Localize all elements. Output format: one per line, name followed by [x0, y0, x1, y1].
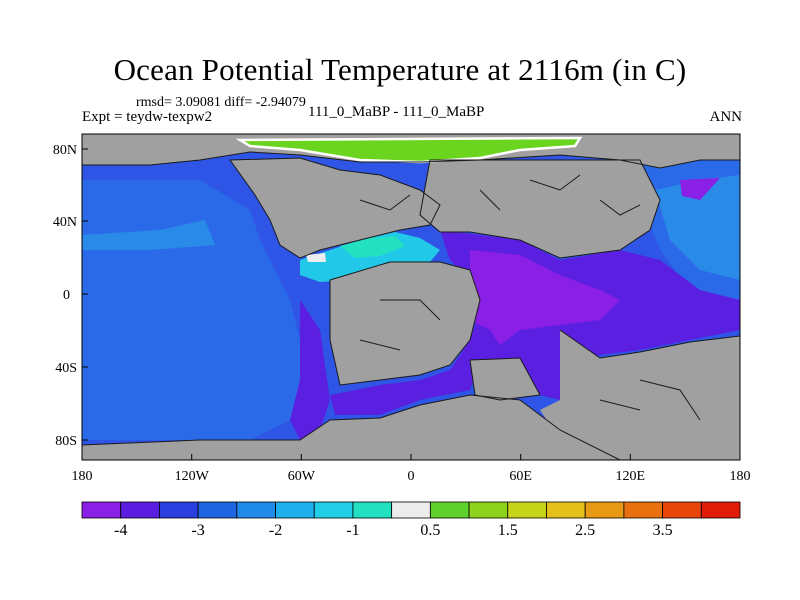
coastlines: [82, 151, 740, 460]
land-south-west-island: [470, 358, 540, 400]
colorbar-label: 3.5: [653, 522, 673, 539]
ocean-east-cyan: [655, 175, 740, 280]
colorbar-label: -2: [269, 522, 282, 539]
lat-label: 40S: [55, 361, 77, 376]
lon-label: 0: [408, 469, 415, 484]
land-south-central: [330, 262, 480, 385]
case-label: 111_0_MaBP - 111_0_MaBP: [308, 104, 485, 120]
map-area: [82, 134, 740, 460]
lat-label: 40N: [53, 215, 77, 230]
colorbar-swatch: [159, 501, 199, 519]
colorbar-swatch: [391, 501, 431, 519]
ocean-purple-west: [290, 300, 330, 440]
stats-line: rmsd= 3.09081 diff= -2.94079: [136, 95, 306, 110]
lat-label: 0: [63, 288, 70, 303]
colorbar-label: -4: [114, 522, 127, 539]
colorbar-swatch: [623, 501, 663, 519]
lat-label: 80N: [53, 143, 77, 158]
colorbar-swatch: [236, 501, 276, 519]
lat-label: 80S: [55, 434, 77, 449]
ocean-cyan-region: [300, 232, 440, 282]
lon-label: 120W: [175, 469, 210, 484]
colorbar-label: -3: [191, 522, 204, 539]
ocean-violet-region: [470, 250, 620, 345]
page-title: Ocean Potential Temperature at 2116m (in…: [113, 52, 687, 87]
colorbar-swatch: [662, 501, 702, 519]
lon-label: 60W: [288, 469, 316, 484]
colorbar-swatch: [700, 501, 741, 519]
colorbar: [81, 501, 741, 519]
colorbar-swatch: [507, 501, 547, 519]
season-label: ANN: [709, 109, 743, 125]
colorbar-swatch: [197, 501, 238, 519]
colorbar-label: 0.5: [420, 522, 440, 539]
lon-label: 120E: [616, 469, 646, 484]
colorbar-labels: -4 -3 -2 -1 0.5 1.5 2.5 3.5: [114, 522, 673, 539]
land-south-polar: [82, 395, 620, 460]
colorbar-label: -1: [346, 522, 359, 539]
colorbar-swatch: [313, 501, 354, 519]
colorbar-swatch: [352, 501, 393, 519]
colorbar-swatch: [584, 501, 625, 519]
colorbar-swatch: [429, 501, 470, 519]
colorbar-label: 2.5: [575, 522, 595, 539]
lon-label: 180: [72, 469, 93, 484]
colorbar-swatch: [546, 501, 586, 519]
colorbar-swatch: [468, 501, 509, 519]
ocean-violet-east: [680, 178, 720, 200]
colorbar-swatch: [81, 501, 122, 519]
lon-label: 180: [730, 469, 751, 484]
colorbar-swatch: [275, 501, 315, 519]
ocean-lighter-patch: [82, 220, 215, 250]
ocean-teal-patch: [340, 236, 405, 258]
longitude-labels: 180 120W 60W 0 60E 120E 180: [72, 469, 751, 484]
experiment-label: Expt = teydw-texpw2: [82, 109, 213, 125]
ocean-white-patch: [306, 253, 326, 262]
lon-label: 60E: [509, 469, 532, 484]
colorbar-label: 1.5: [498, 522, 518, 539]
latitude-labels: 80N 40N 0 40S 80S: [53, 143, 77, 449]
land-masses: [82, 134, 740, 460]
land-southeast: [540, 330, 740, 460]
colorbar-swatch: [120, 501, 160, 519]
axis-ticks: [81, 148, 741, 460]
